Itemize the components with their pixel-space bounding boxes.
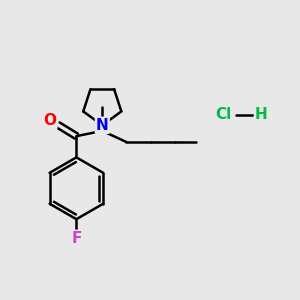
Text: O: O	[44, 113, 56, 128]
Text: F: F	[71, 231, 82, 246]
Text: H: H	[255, 107, 268, 122]
Text: Cl: Cl	[215, 107, 232, 122]
Text: N: N	[96, 118, 109, 133]
